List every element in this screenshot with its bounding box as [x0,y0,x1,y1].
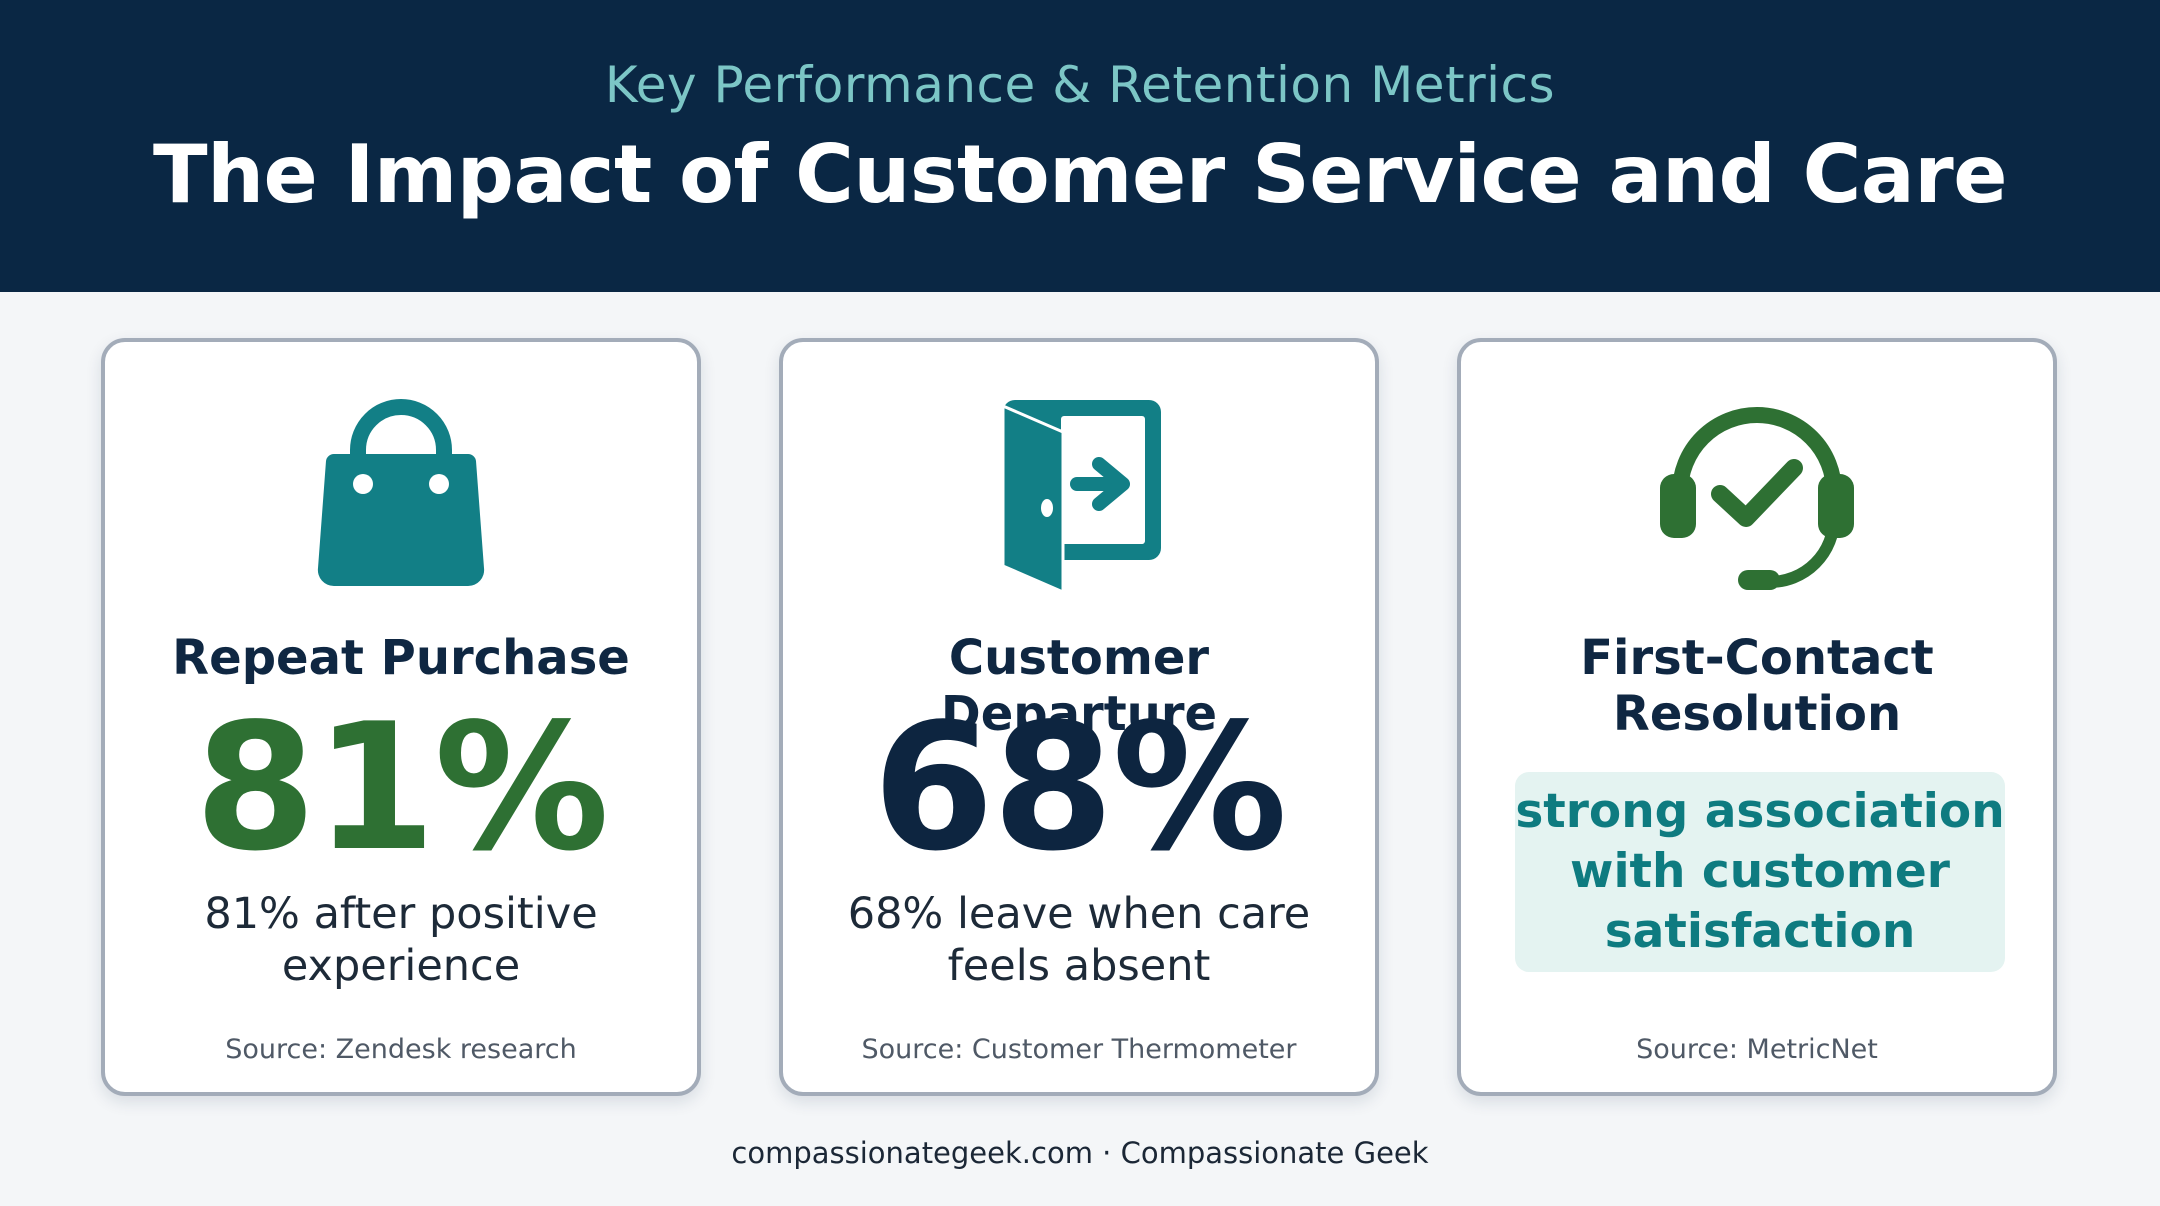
highlight-text: strong association with customer satisfa… [1515,782,2004,962]
card-title: Repeat Purchase [172,630,630,686]
card-description-line: experience [281,941,521,991]
card-title: First-Contact Resolution [1481,630,2033,742]
metric-card-first-contact-resolution: First-Contact Resolution strong associat… [1457,338,2057,1096]
card-title-line: Resolution [1612,686,1902,742]
metric-card-customer-departure: Customer Departure 68% 68% leave when ca… [779,338,1379,1096]
card-description: 68% leave when care feels absent [813,888,1345,992]
page-title: The Impact of Customer Service and Care [153,128,2007,221]
header-banner: Key Performance & Retention Metrics The … [0,0,2160,292]
card-description-line: 68% leave when care [847,889,1311,939]
footer-credit: compassionategeek.com · Compassionate Ge… [731,1136,1429,1170]
card-description-line: feels absent [947,941,1211,991]
card-source: Source: Zendesk research [225,1034,577,1065]
card-description: 81% after positive experience [135,888,667,992]
card-description-line: 81% after positive [204,889,598,939]
highlight-line: satisfaction [1604,904,1916,959]
card-source: Source: Customer Thermometer [861,1034,1297,1065]
card-title: Customer Departure [940,630,1218,742]
highlight-line: strong association [1515,784,2005,839]
card-source: Source: MetricNet [1636,1034,1878,1065]
big-stat-value: 68% [872,687,1288,890]
page-subtitle: Key Performance & Retention Metrics [604,56,1556,114]
highlight-line: with customer [1570,844,1950,899]
metric-card-repeat-purchase: Repeat Purchase 81% 81% after positive e… [101,338,701,1096]
big-stat-value: 81% [194,687,610,890]
headset-check-icon [1461,392,2053,592]
highlight-box: strong association with customer satisfa… [1515,772,2005,972]
card-title-line: First-Contact [1580,630,1934,686]
door-exit-icon [783,392,1375,592]
shopping-bag-icon [105,392,697,592]
